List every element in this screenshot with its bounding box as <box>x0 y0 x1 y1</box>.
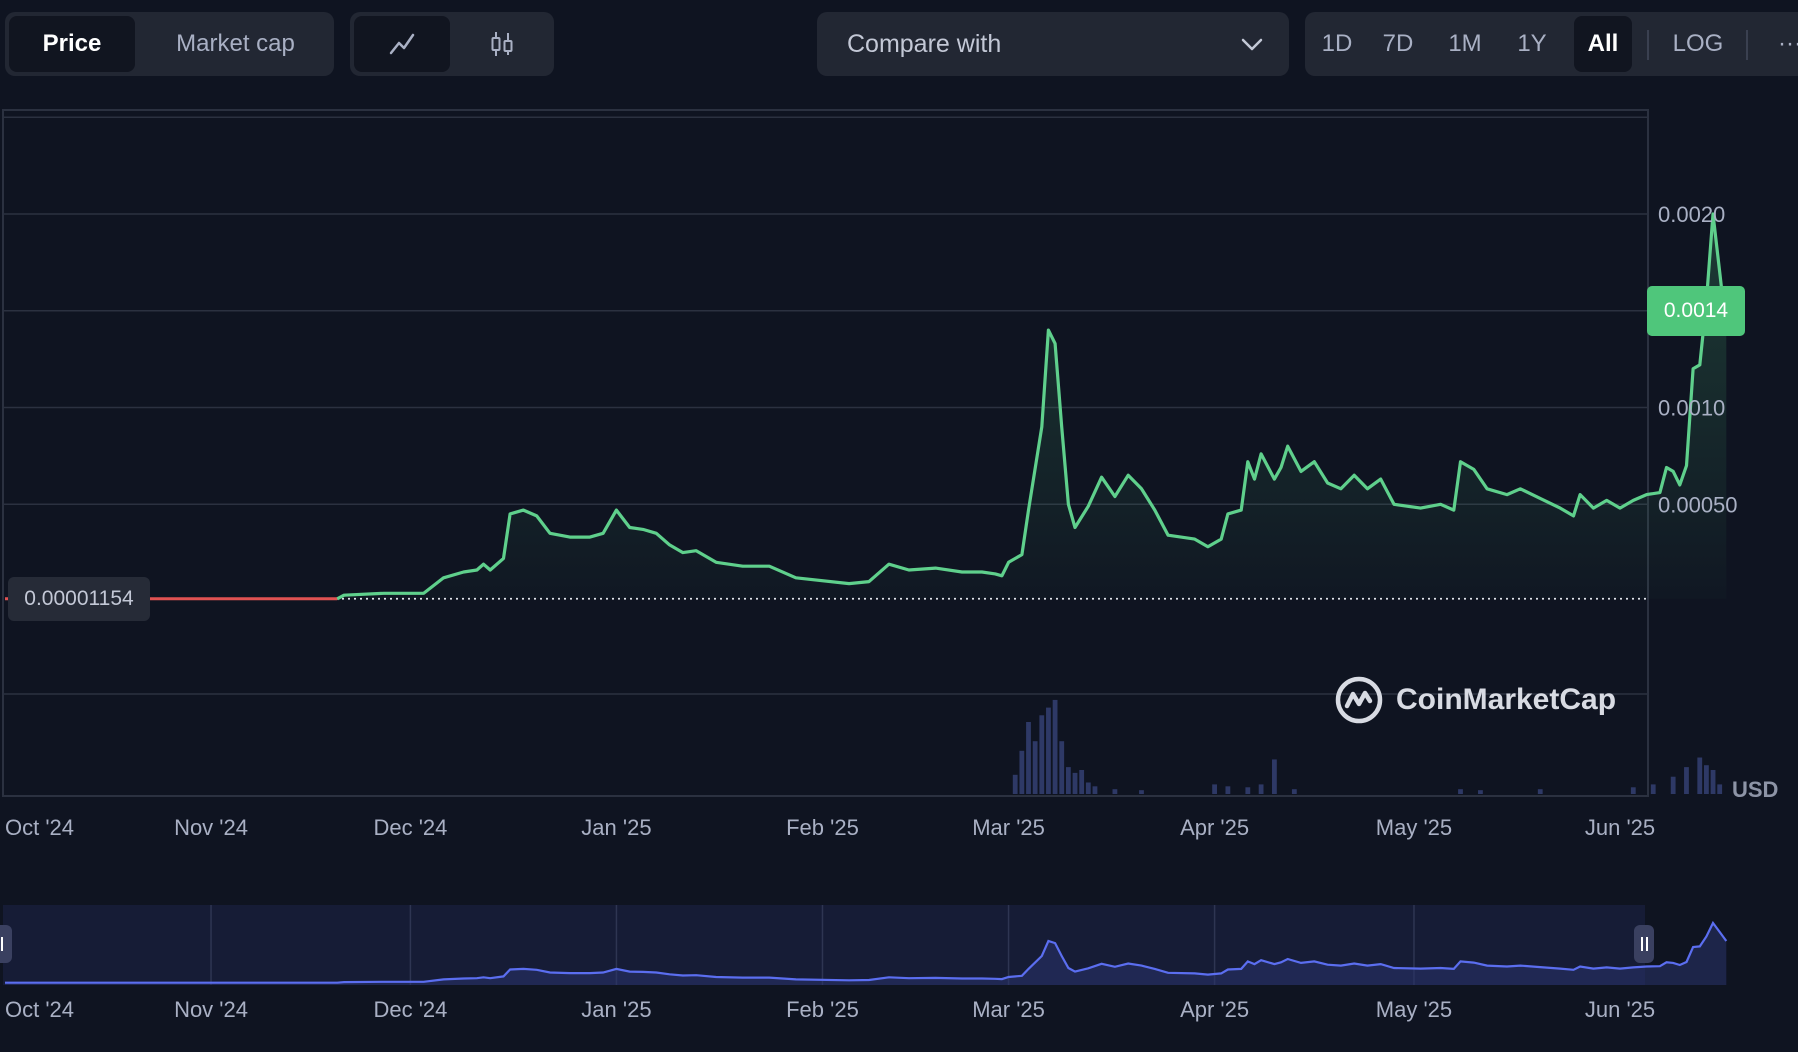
navigator-area <box>5 923 1727 985</box>
navigator-x-tick-label: Mar '25 <box>972 997 1045 1022</box>
y-tick-label: 0.0010 <box>1658 396 1725 421</box>
tab-market-cap[interactable]: Market cap <box>176 30 295 57</box>
chevron-down-icon <box>1241 38 1263 51</box>
coinmarketcap-icon <box>1335 676 1383 724</box>
current-price-badge: 0.0014 <box>1647 286 1745 336</box>
volume-bar <box>1630 787 1636 794</box>
chart-style-toggle <box>350 12 554 76</box>
navigator-x-axis: Oct '24 Nov '24 Dec '24 Jan '25 Feb '25 Mar '… <box>5 997 1655 1022</box>
grid <box>3 116 1648 695</box>
volume-bar <box>1272 759 1277 794</box>
y-axis: 0.0020 0.0010 0.00050 <box>1658 202 1738 517</box>
volume-bar <box>1032 741 1038 794</box>
plot-frame <box>2 109 1649 797</box>
volume-bar <box>1225 786 1231 794</box>
log-scale-button[interactable]: LOG <box>1672 30 1724 57</box>
volume-bar <box>1059 741 1065 794</box>
navigator-x-tick-label: Jan '25 <box>581 997 651 1022</box>
volume-bar <box>1112 789 1118 794</box>
volume-bar <box>1092 786 1098 794</box>
volume-bar <box>1684 767 1689 794</box>
x-tick-label: Apr '25 <box>1180 815 1249 840</box>
volume-bars <box>1012 699 1723 794</box>
x-axis: Oct '24 Nov '24 Dec '24 Jan '25 Feb '25 Mar '… <box>5 815 1655 840</box>
more-options-button[interactable]: ··· <box>1778 30 1798 57</box>
navigator-x-tick-label: Apr '25 <box>1180 997 1249 1022</box>
navigator-x-tick-label: Oct '24 <box>5 997 74 1022</box>
line-chart-icon <box>389 33 415 55</box>
volume-bar <box>1670 776 1676 794</box>
volume-bar <box>1079 770 1085 794</box>
volume-bar <box>1212 784 1217 794</box>
navigator-line <box>5 920 1728 984</box>
navigator-x-tick-label: Nov '24 <box>174 997 248 1022</box>
navigator-x-tick-label: Dec '24 <box>373 997 447 1022</box>
compare-label: Compare with <box>847 30 1002 58</box>
volume-bar <box>1085 782 1091 794</box>
volume-bar <box>1258 784 1264 794</box>
volume-bar <box>1703 765 1709 794</box>
volume-bar <box>1291 789 1297 794</box>
volume-bar <box>1026 722 1031 794</box>
x-tick-label: Mar '25 <box>972 815 1045 840</box>
volume-bar <box>1072 772 1078 794</box>
navigator-x-tick-label: Jun '25 <box>1585 997 1655 1022</box>
range-1d-button[interactable]: 1D <box>1321 30 1353 57</box>
volume-bar <box>1710 770 1716 794</box>
range-all-button[interactable]: All <box>1574 16 1632 72</box>
candlestick-button[interactable] <box>454 16 550 72</box>
tab-price[interactable]: Price <box>9 16 135 72</box>
volume-bar <box>1052 699 1058 794</box>
volume-bar <box>1478 790 1483 794</box>
time-range-selector: 1D 7D 1M 1Y All LOG ··· <box>1305 12 1798 76</box>
volume-bar <box>1046 707 1051 794</box>
volume-bar <box>1245 787 1251 794</box>
watermark-text: CoinMarketCap <box>1396 683 1617 716</box>
x-tick-label: Feb '25 <box>786 815 859 840</box>
currency-label: USD <box>1732 777 1778 802</box>
range-divider <box>1647 30 1649 60</box>
navigator-handle-right[interactable] <box>1634 925 1654 963</box>
range-7d-button[interactable]: 7D <box>1382 30 1414 57</box>
volume-bar <box>1039 715 1045 794</box>
x-tick-label: Jan '25 <box>581 815 651 840</box>
range-1y-button[interactable]: 1Y <box>1517 30 1547 57</box>
navigator-x-tick-label: Feb '25 <box>786 997 859 1022</box>
volume-bar <box>1717 784 1723 794</box>
volume-bar <box>1697 757 1703 794</box>
volume-bar <box>1019 750 1025 794</box>
price-area <box>337 214 1727 599</box>
line-chart-button[interactable] <box>354 16 450 72</box>
chart-type-toggle: Price Market cap <box>5 12 334 76</box>
volume-bar <box>1139 790 1144 794</box>
volume-bar <box>1012 774 1018 794</box>
volume-bar <box>1537 789 1543 794</box>
price-line <box>336 212 1728 601</box>
volume-bar <box>1458 789 1463 794</box>
x-tick-label: Jun '25 <box>1585 815 1655 840</box>
x-tick-label: Nov '24 <box>174 815 248 840</box>
compare-dropdown[interactable]: Compare with <box>817 12 1289 76</box>
coinmarketcap-logo: CoinMarketCap <box>1334 674 1616 726</box>
start-price-badge: 0.00001154 <box>8 577 150 621</box>
x-tick-label: May '25 <box>1376 815 1452 840</box>
x-tick-label: Dec '24 <box>373 815 447 840</box>
candlestick-icon <box>491 32 513 56</box>
x-tick-label: Oct '24 <box>5 815 74 840</box>
volume-bar <box>1650 784 1656 794</box>
volume-bar <box>1065 767 1071 794</box>
navigator-handle-left[interactable] <box>0 925 12 963</box>
y-tick-label: 0.00050 <box>1658 492 1738 517</box>
y-tick-label: 0.0020 <box>1658 202 1725 227</box>
range-1m-button[interactable]: 1M <box>1448 30 1482 57</box>
range-divider <box>1746 30 1748 60</box>
navigator-x-tick-label: May '25 <box>1376 997 1452 1022</box>
